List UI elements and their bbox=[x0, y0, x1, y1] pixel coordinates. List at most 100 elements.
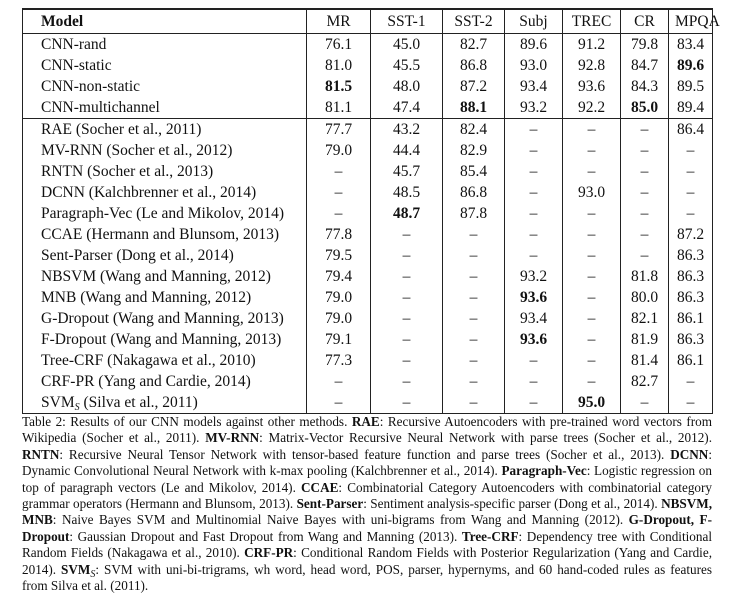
score-cell: 93.2 bbox=[504, 97, 563, 119]
score-cell: 77.3 bbox=[306, 350, 371, 371]
score-cell: 93.6 bbox=[562, 76, 621, 97]
score-cell: 86.1 bbox=[668, 350, 713, 371]
bold-text: 85.0 bbox=[630, 99, 659, 116]
score-cell: – bbox=[562, 308, 621, 329]
header-cell: MR bbox=[306, 9, 371, 34]
score-cell: 81.0 bbox=[306, 55, 371, 76]
text: Table 2: Results of our CNN models again… bbox=[22, 414, 352, 429]
score-cell: 47.4 bbox=[370, 97, 443, 119]
score-cell: 85.4 bbox=[442, 161, 505, 182]
score-cell: – bbox=[620, 392, 669, 414]
score-cell: 86.8 bbox=[442, 182, 505, 203]
text: : Dependency tree with Conditional Rando… bbox=[22, 528, 712, 561]
score-cell: 82.4 bbox=[442, 118, 505, 140]
bold-text: 93.6 bbox=[519, 289, 548, 306]
score-cell: 86.4 bbox=[668, 118, 713, 140]
score-cell: 45.5 bbox=[370, 55, 443, 76]
table-row: NBSVM (Wang and Manning, 2012) 79.4– –93.2… bbox=[22, 266, 713, 287]
score-cell: 82.7 bbox=[442, 33, 505, 55]
score-cell: – bbox=[562, 118, 621, 140]
model-cell: Paragraph-Vec (Le and Mikolov, 2014) bbox=[22, 203, 307, 224]
score-cell: 92.2 bbox=[562, 97, 621, 119]
score-cell: – bbox=[504, 182, 563, 203]
score-cell: 93.6 bbox=[504, 287, 563, 308]
score-cell: – bbox=[668, 392, 713, 414]
text: : Sentiment analysis-specific parser (Do… bbox=[363, 496, 662, 512]
bold-text: 48.7 bbox=[392, 205, 421, 222]
bold-text: Sent-Parser bbox=[296, 496, 364, 512]
score-cell: 45.7 bbox=[370, 161, 443, 182]
score-cell: – bbox=[370, 392, 443, 414]
score-cell: 48.0 bbox=[370, 76, 443, 97]
table-row: SVMS (Silva et al., 2011) – – – –95.0– – bbox=[22, 392, 713, 414]
score-cell: – bbox=[562, 266, 621, 287]
score-cell: – bbox=[504, 203, 563, 224]
score-cell: 83.4 bbox=[668, 33, 713, 55]
score-cell: 86.1 bbox=[668, 308, 713, 329]
row-group: CNN-rand 76.1 45.0 82.7 89.6 91.2 79.8 83.4 CNN-… bbox=[22, 33, 713, 119]
model-cell: F-Dropout (Wang and Manning, 2013) bbox=[22, 329, 307, 350]
score-cell: – bbox=[620, 118, 669, 140]
score-cell: – bbox=[668, 140, 713, 161]
score-cell: – bbox=[370, 224, 443, 245]
score-cell: 93.0 bbox=[562, 182, 621, 203]
header-cell: SST-1 bbox=[370, 9, 443, 34]
score-cell: 86.8 bbox=[442, 55, 505, 76]
score-cell: 86.3 bbox=[668, 245, 713, 266]
model-cell: CCAE (Hermann and Blunsom, 2013) bbox=[22, 224, 307, 245]
score-cell: 89.4 bbox=[668, 97, 713, 119]
score-cell: 82.9 bbox=[442, 140, 505, 161]
table-row: CNN-multichannel 81.1 47.4 88.1 93.2 92.2 85.0… bbox=[22, 97, 713, 119]
score-cell: – bbox=[370, 350, 443, 371]
score-cell: – bbox=[504, 371, 563, 392]
bold-text: 95.0 bbox=[577, 394, 606, 411]
score-cell: 43.2 bbox=[370, 118, 443, 140]
bold-text: 81.5 bbox=[324, 78, 353, 95]
score-cell: – bbox=[442, 329, 505, 350]
score-cell: 82.1 bbox=[620, 308, 669, 329]
model-cell: NBSVM (Wang and Manning, 2012) bbox=[22, 266, 307, 287]
score-cell: 79.8 bbox=[620, 33, 669, 55]
score-cell: 84.7 bbox=[620, 55, 669, 76]
score-cell: – bbox=[562, 140, 621, 161]
score-cell: 48.5 bbox=[370, 182, 443, 203]
table-row: CNN-static 81.0 45.5 86.8 93.0 92.8 84.7 89.6 bbox=[22, 55, 713, 76]
model-cell: G-Dropout (Wang and Manning, 2013) bbox=[22, 308, 307, 329]
bold-text: MV-RNN bbox=[205, 430, 260, 446]
caption: Table 2: Results of our CNN models again… bbox=[22, 414, 712, 594]
score-cell: – bbox=[562, 371, 621, 392]
model-cell: RNTN (Socher et al., 2013) bbox=[22, 161, 307, 182]
score-cell: – bbox=[442, 245, 505, 266]
bold-text: 93.6 bbox=[519, 331, 548, 348]
score-cell: 93.2 bbox=[504, 266, 563, 287]
score-cell: 48.7 bbox=[370, 203, 443, 224]
score-cell: 93.4 bbox=[504, 76, 563, 97]
bold-text: RAE bbox=[351, 414, 380, 429]
bold-text: SVM bbox=[61, 561, 91, 577]
table-wrap: Model MR SST-1 SST-2 Subj TREC CR MPQA CNN-rand… bbox=[22, 8, 720, 414]
score-cell: 81.9 bbox=[620, 329, 669, 350]
table-row: CRF-PR (Yang and Cardie, 2014) – – – – –82.7– bbox=[22, 371, 713, 392]
bold-text: RNTN bbox=[22, 446, 60, 462]
table-row: F-Dropout (Wang and Manning, 2013) 79.1– –… bbox=[22, 329, 713, 350]
score-cell: 87.2 bbox=[668, 224, 713, 245]
score-cell: – bbox=[370, 266, 443, 287]
score-cell: – bbox=[442, 224, 505, 245]
text: : SVM with uni-bi-trigrams, wh word, hea… bbox=[22, 561, 712, 594]
model-cell: SVMS (Silva et al., 2011) bbox=[22, 392, 307, 414]
text: : Conditional Random Fields with Posteri… bbox=[22, 545, 712, 577]
score-cell: 89.6 bbox=[504, 33, 563, 55]
score-cell: – bbox=[442, 308, 505, 329]
text: : Logistic regression on top of paragrap… bbox=[22, 463, 712, 495]
score-cell: – bbox=[562, 203, 621, 224]
score-cell: – bbox=[562, 224, 621, 245]
score-cell: 76.1 bbox=[306, 33, 371, 55]
bold-text: Paragraph-Vec bbox=[501, 463, 587, 479]
score-cell: – bbox=[504, 161, 563, 182]
model-cell: CNN-non-static bbox=[22, 76, 307, 97]
score-cell: 81.5 bbox=[306, 76, 371, 97]
text: : Combinatorial Category Autoencoders wi… bbox=[22, 479, 712, 512]
score-cell: 93.4 bbox=[504, 308, 563, 329]
score-cell: – bbox=[504, 224, 563, 245]
row-group: RAE (Socher et al., 2011) 77.7 43.2 82.4– – –… bbox=[22, 118, 713, 414]
